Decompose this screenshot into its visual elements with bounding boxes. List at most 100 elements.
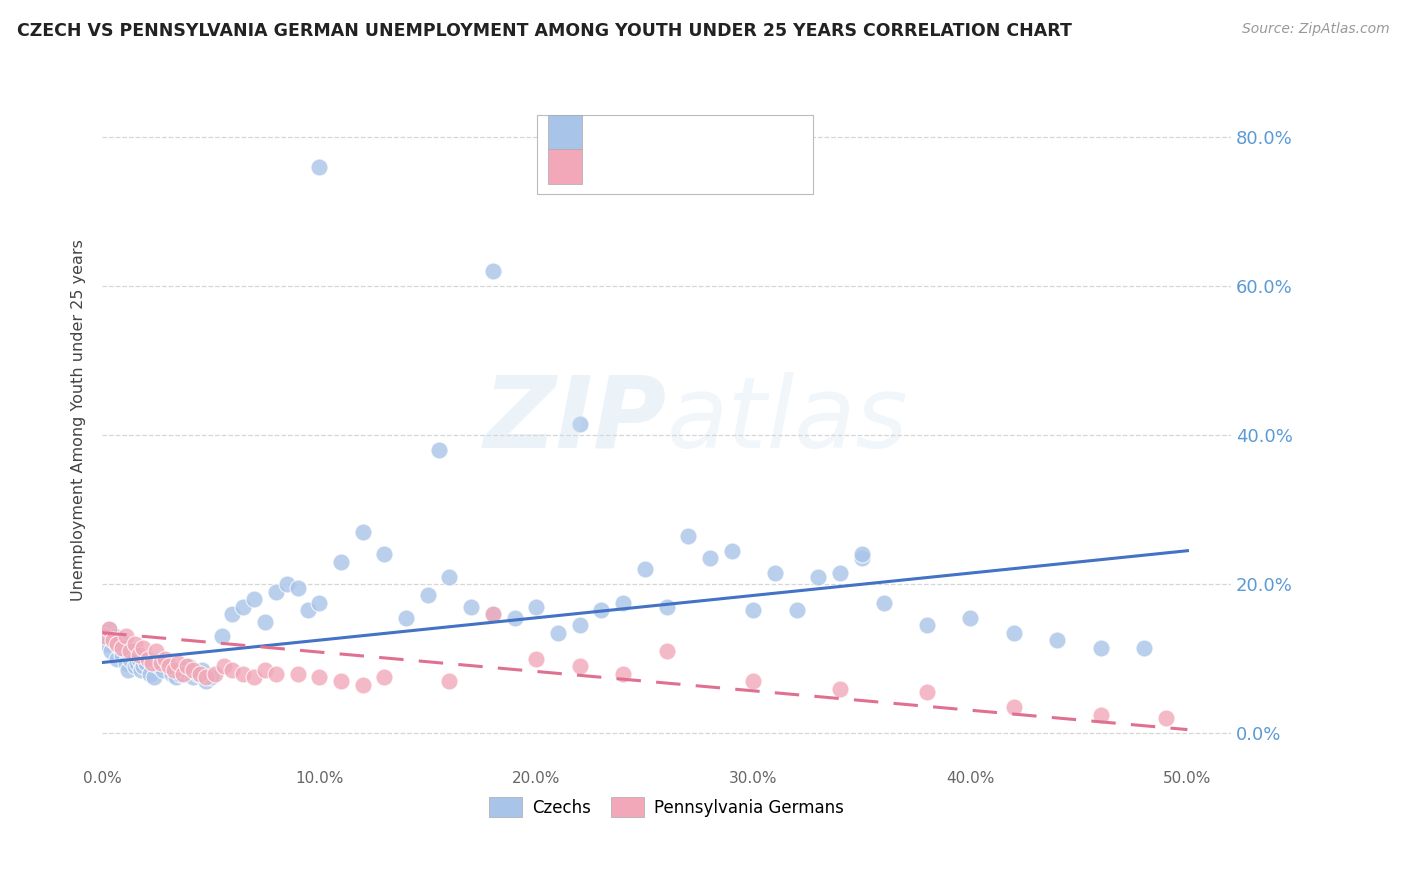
Point [97,622,120,636]
Point [655,644,678,658]
Point [243,592,266,607]
FancyBboxPatch shape [548,150,582,184]
Point [568,417,591,431]
Point [253,615,276,629]
Point [191,663,214,677]
Point [612,596,634,610]
Point [807,570,830,584]
Point [96,637,118,651]
Point [1090,640,1112,655]
Point [851,548,873,562]
Point [330,555,353,569]
Point [243,670,266,684]
Point [204,666,226,681]
Point [160,666,183,681]
FancyBboxPatch shape [537,115,813,194]
Point [352,525,374,540]
Point [915,618,938,632]
Text: Source: ZipAtlas.com: Source: ZipAtlas.com [1241,22,1389,37]
Point [373,670,395,684]
Point [212,659,235,673]
Text: 47: 47 [758,158,780,176]
Point [416,589,439,603]
Point [169,666,191,681]
Point [108,640,131,655]
Text: R =: R = [591,123,630,141]
Point [547,625,569,640]
Point [148,659,170,673]
Point [141,656,163,670]
Point [915,685,938,699]
Point [720,543,742,558]
Point [97,622,120,636]
Point [120,644,142,658]
Point [330,674,353,689]
Point [308,160,330,174]
Text: CZECH VS PENNSYLVANIA GERMAN UNEMPLOYMENT AMONG YOUTH UNDER 25 YEARS CORRELATION: CZECH VS PENNSYLVANIA GERMAN UNEMPLOYMEN… [17,22,1071,40]
Point [165,670,187,684]
Point [176,659,198,673]
Point [427,443,450,458]
Point [1133,640,1156,655]
Point [786,603,808,617]
Point [1002,625,1025,640]
Point [253,663,276,677]
Point [264,666,287,681]
Point [524,599,547,614]
Point [167,656,190,670]
Point [297,603,319,617]
Point [104,629,127,643]
Point [742,603,765,617]
Point [93,629,115,643]
Point [177,659,200,673]
Point [117,663,139,677]
Point [699,551,721,566]
Point [1154,711,1177,725]
Point [264,584,287,599]
Point [188,666,211,681]
Point [172,666,194,681]
Point [211,629,233,643]
Point [129,663,152,677]
Point [872,596,894,610]
Point [221,607,243,621]
Point [136,652,159,666]
Point [111,640,134,655]
Point [232,666,254,681]
Point [156,656,179,670]
Point [1090,707,1112,722]
Point [132,659,155,673]
Point [120,652,142,666]
Point [568,618,591,632]
Point [128,648,150,662]
Point [153,652,176,666]
Point [1002,700,1025,714]
Point [107,652,129,666]
Point [591,603,613,617]
Point [101,633,124,648]
Text: -0.168: -0.168 [634,158,692,176]
Point [634,562,657,576]
Point [183,663,205,677]
Text: atlas: atlas [666,372,908,469]
Point [111,648,134,662]
FancyBboxPatch shape [548,115,582,150]
Point [482,264,505,278]
Point [830,681,852,696]
Point [655,599,678,614]
Point [163,663,186,677]
Point [763,566,786,580]
Point [132,640,155,655]
Point [851,551,873,566]
Point [195,670,218,684]
Text: 82: 82 [758,123,780,141]
Point [395,611,418,625]
Point [145,644,167,658]
Point [439,674,461,689]
Point [200,670,222,684]
Point [128,652,150,666]
Point [112,637,135,651]
Point [115,629,138,643]
Point [612,666,634,681]
Point [460,599,482,614]
